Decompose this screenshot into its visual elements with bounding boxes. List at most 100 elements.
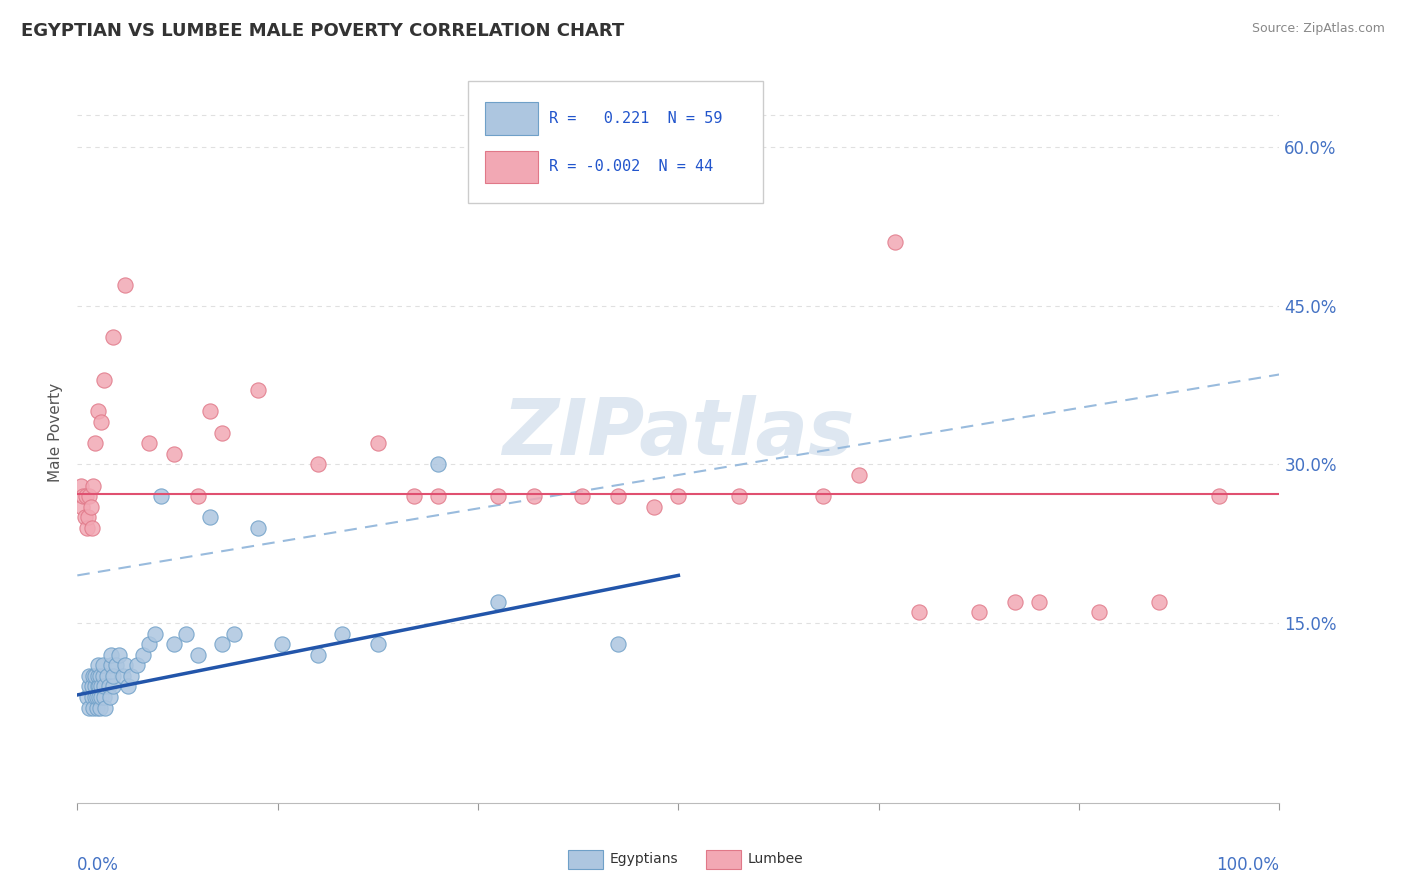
Point [174, 626, 197, 640]
Point [643, 500, 665, 514]
Point [1149, 595, 1171, 609]
Text: EGYPTIAN VS LUMBEE MALE POVERTY CORRELATION CHART: EGYPTIAN VS LUMBEE MALE POVERTY CORRELAT… [21, 22, 624, 40]
Point [90, 690, 112, 704]
Point [91, 658, 114, 673]
Point [427, 458, 450, 472]
Point [87, 404, 110, 418]
Point [486, 595, 509, 609]
Point [727, 489, 749, 503]
Point [211, 425, 233, 440]
Point [138, 436, 160, 450]
Point [1088, 606, 1111, 620]
Point [87, 680, 110, 694]
Point [73, 510, 96, 524]
Point [607, 637, 630, 651]
Point [93, 690, 115, 704]
Point [90, 680, 112, 694]
Point [486, 489, 509, 503]
Point [80, 680, 103, 694]
Point [84, 690, 107, 704]
Point [103, 330, 125, 344]
Text: R =   0.221  N = 59: R = 0.221 N = 59 [548, 112, 721, 126]
Point [87, 680, 110, 694]
Point [93, 680, 115, 694]
Point [72, 489, 94, 503]
Point [86, 700, 108, 714]
Point [1004, 595, 1026, 609]
Point [607, 489, 630, 503]
Point [79, 700, 101, 714]
Point [93, 373, 115, 387]
Point [79, 489, 101, 503]
Point [87, 669, 110, 683]
Point [967, 606, 990, 620]
Point [270, 637, 292, 651]
Point [571, 489, 593, 503]
Point [211, 637, 233, 651]
Point [111, 669, 134, 683]
Point [402, 489, 425, 503]
Point [811, 489, 834, 503]
Point [70, 478, 93, 492]
Point [198, 404, 221, 418]
Point [883, 235, 905, 250]
Point [145, 626, 167, 640]
Text: 0.0%: 0.0% [77, 855, 120, 873]
Point [90, 415, 112, 429]
Point [246, 521, 269, 535]
Point [103, 669, 125, 683]
Point [162, 637, 184, 651]
Point [330, 626, 353, 640]
Point [87, 690, 110, 704]
FancyBboxPatch shape [706, 850, 741, 870]
Point [91, 669, 114, 683]
Point [82, 669, 104, 683]
Point [82, 700, 104, 714]
Point [70, 500, 93, 514]
Point [100, 658, 122, 673]
Point [162, 447, 184, 461]
Point [76, 690, 98, 704]
Point [108, 648, 131, 662]
Point [97, 680, 120, 694]
Point [367, 637, 389, 651]
Point [104, 658, 127, 673]
Text: Lumbee: Lumbee [748, 852, 804, 866]
Point [79, 669, 101, 683]
Point [198, 510, 221, 524]
Point [89, 700, 111, 714]
Text: Egyptians: Egyptians [610, 852, 679, 866]
Point [186, 489, 209, 503]
Point [80, 690, 103, 704]
Point [79, 680, 101, 694]
Point [87, 658, 110, 673]
Point [77, 510, 100, 524]
Point [84, 680, 107, 694]
Text: R = -0.002  N = 44: R = -0.002 N = 44 [548, 160, 713, 174]
Point [132, 648, 155, 662]
Point [427, 489, 450, 503]
Point [79, 500, 101, 514]
Point [186, 648, 209, 662]
Point [1208, 489, 1230, 503]
Point [117, 680, 139, 694]
Point [114, 277, 136, 292]
FancyBboxPatch shape [468, 81, 762, 203]
Point [120, 669, 142, 683]
Point [89, 669, 111, 683]
Point [908, 606, 931, 620]
Point [103, 680, 125, 694]
FancyBboxPatch shape [568, 850, 603, 870]
Point [98, 690, 121, 704]
Point [246, 384, 269, 398]
Point [307, 648, 329, 662]
Point [222, 626, 245, 640]
Point [150, 489, 173, 503]
Point [84, 669, 107, 683]
Point [307, 458, 329, 472]
Y-axis label: Male Poverty: Male Poverty [48, 383, 63, 483]
Point [76, 521, 98, 535]
FancyBboxPatch shape [485, 151, 537, 183]
Point [82, 478, 104, 492]
FancyBboxPatch shape [485, 103, 537, 135]
